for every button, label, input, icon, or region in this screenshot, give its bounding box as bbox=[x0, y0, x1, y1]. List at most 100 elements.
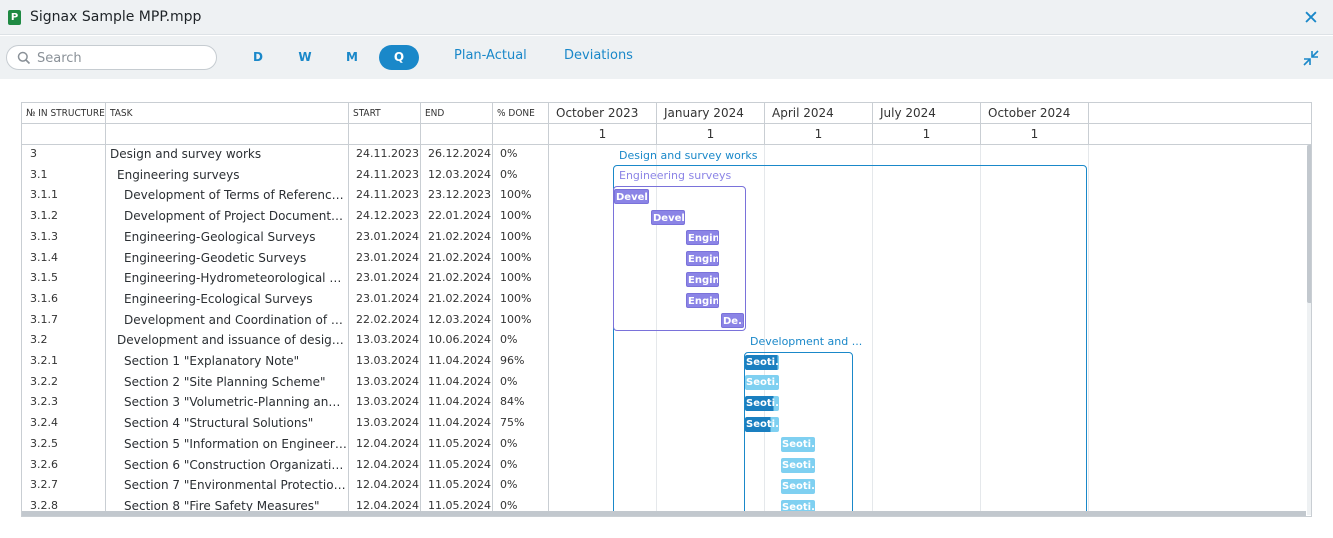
cell-structure-num: 3.2.4 bbox=[30, 416, 58, 429]
cell-percent-done: 100% bbox=[500, 188, 532, 201]
summary-box-design-survey[interactable] bbox=[613, 165, 1087, 516]
gantt-task-bar[interactable]: Seoti... bbox=[781, 458, 815, 473]
app-logo-icon: P bbox=[8, 10, 21, 25]
cell-percent-done: 0% bbox=[500, 478, 518, 491]
gantt-task-bar[interactable]: Seoti... bbox=[781, 437, 815, 452]
zoom-month-button[interactable]: M bbox=[346, 50, 358, 64]
cell-percent-done: 84% bbox=[500, 395, 525, 408]
cell-structure-num: 3.1.5 bbox=[30, 271, 58, 284]
cell-end-date: 11.04.2024 bbox=[428, 395, 491, 408]
header-spacer bbox=[493, 124, 549, 145]
cell-start-date: 22.02.2024 bbox=[356, 313, 419, 326]
cell-start-date: 13.03.2024 bbox=[356, 375, 419, 388]
header-spacer bbox=[22, 124, 106, 145]
gantt-task-bar[interactable]: Seoti... bbox=[745, 396, 779, 411]
cell-end-date: 11.05.2024 bbox=[428, 437, 491, 450]
cell-start-date: 13.03.2024 bbox=[356, 354, 419, 367]
search-box[interactable] bbox=[6, 45, 217, 70]
cell-structure-num: 3.2.5 bbox=[30, 437, 58, 450]
deviations-link[interactable]: Deviations bbox=[564, 48, 633, 63]
cell-structure-num: 3.2.7 bbox=[30, 478, 58, 491]
cell-end-date: 11.04.2024 bbox=[428, 416, 491, 429]
gantt-task-bar[interactable]: Devel... bbox=[651, 210, 685, 225]
gantt-task-bar[interactable]: Engin... bbox=[686, 230, 719, 245]
cell-start-date: 13.03.2024 bbox=[356, 333, 419, 346]
cell-start-date: 24.11.2023 bbox=[356, 168, 419, 181]
cell-percent-done: 0% bbox=[500, 333, 518, 346]
search-icon bbox=[17, 51, 31, 65]
summary-label-engineering-surveys: Engineering surveys bbox=[619, 169, 732, 182]
cell-percent-done: 0% bbox=[500, 458, 518, 471]
cell-task-name: Development of Terms of Reference fo... bbox=[124, 188, 347, 202]
cell-task-name: Section 1 "Explanatory Note" bbox=[124, 354, 300, 368]
cell-task-name: Engineering-Geological Surveys bbox=[124, 230, 316, 244]
cell-percent-done: 75% bbox=[500, 416, 525, 429]
gantt-task-bar[interactable]: Seoti... bbox=[781, 479, 815, 494]
search-input[interactable] bbox=[37, 49, 212, 67]
col-header-task[interactable]: TASK bbox=[106, 103, 349, 124]
gantt-task-bar[interactable]: Engin... bbox=[686, 293, 719, 308]
column-divider bbox=[420, 124, 421, 516]
cell-end-date: 21.02.2024 bbox=[428, 230, 491, 243]
zoom-day-button[interactable]: D bbox=[253, 50, 263, 64]
horizontal-scrollbar[interactable] bbox=[22, 511, 1306, 516]
cell-task-name: Section 4 "Structural Solutions" bbox=[124, 416, 314, 430]
cell-start-date: 24.11.2023 bbox=[356, 147, 419, 160]
gantt-task-bar[interactable]: Engin... bbox=[686, 251, 719, 266]
summary-box-engineering-surveys[interactable] bbox=[613, 186, 746, 331]
collapse-icon[interactable] bbox=[1302, 49, 1320, 67]
cell-task-name: Engineering-Geodetic Surveys bbox=[124, 251, 307, 265]
cell-percent-done: 100% bbox=[500, 251, 532, 264]
header-spacer bbox=[106, 124, 349, 145]
cell-percent-done: 96% bbox=[500, 354, 525, 367]
close-icon[interactable]: ✕ bbox=[1303, 7, 1319, 29]
zoom-quarter-button[interactable]: Q bbox=[379, 45, 419, 70]
gantt-task-bar[interactable]: Seoti... bbox=[745, 355, 779, 370]
summary-box-design-docs[interactable] bbox=[744, 352, 853, 516]
col-header-done[interactable]: % DONE bbox=[493, 103, 549, 124]
quarter-header: April 2024 bbox=[765, 103, 873, 124]
cell-percent-done: 100% bbox=[500, 209, 532, 222]
summary-label-design-docs: Development and ... bbox=[750, 335, 863, 348]
column-divider bbox=[548, 124, 549, 516]
cell-percent-done: 100% bbox=[500, 271, 532, 284]
gantt-gridline bbox=[764, 145, 765, 516]
vertical-scrollbar[interactable] bbox=[1307, 145, 1311, 515]
cell-task-name: Section 5 "Information on Engineering ..… bbox=[124, 437, 347, 451]
cell-percent-done: 100% bbox=[500, 292, 532, 305]
cell-start-date: 12.04.2024 bbox=[356, 458, 419, 471]
cell-structure-num: 3 bbox=[30, 147, 37, 160]
cell-start-date: 13.03.2024 bbox=[356, 416, 419, 429]
cell-start-date: 24.11.2023 bbox=[356, 188, 419, 201]
gantt-task-bar[interactable]: Engin... bbox=[686, 272, 719, 287]
quarter-header: January 2024 bbox=[657, 103, 765, 124]
header-spacer bbox=[421, 124, 493, 145]
cell-task-name: Development of Project Documentatio... bbox=[124, 209, 347, 223]
cell-start-date: 13.03.2024 bbox=[356, 395, 419, 408]
gantt-task-bar[interactable]: Seoti... bbox=[745, 375, 779, 390]
summary-label-design-survey: Design and survey works bbox=[619, 149, 758, 162]
plan-actual-link[interactable]: Plan-Actual bbox=[454, 48, 527, 63]
col-header-num[interactable]: № IN STRUCTURE bbox=[22, 103, 106, 124]
gantt-task-bar[interactable]: De... bbox=[721, 313, 744, 328]
cell-end-date: 12.03.2024 bbox=[428, 168, 491, 181]
cell-task-name: Development and issuance of design d... bbox=[117, 333, 347, 347]
header-spacer bbox=[1089, 103, 1311, 124]
cell-task-name: Section 2 "Site Planning Scheme" bbox=[124, 375, 326, 389]
zoom-week-button[interactable]: W bbox=[298, 50, 312, 64]
quarter-header: July 2024 bbox=[873, 103, 981, 124]
header-spacer bbox=[349, 124, 421, 145]
cell-structure-num: 3.2.6 bbox=[30, 458, 58, 471]
cell-task-name: Section 3 "Volumetric-Planning and Ar... bbox=[124, 395, 347, 409]
gantt-task-bar[interactable]: Seoti... bbox=[745, 417, 779, 432]
cell-start-date: 23.01.2024 bbox=[356, 251, 419, 264]
col-header-end[interactable]: END bbox=[421, 103, 493, 124]
gantt-chart-area: Design and survey works Engineering surv… bbox=[548, 145, 1286, 516]
cell-end-date: 12.03.2024 bbox=[428, 313, 491, 326]
scrollbar-thumb[interactable] bbox=[1307, 145, 1311, 303]
cell-percent-done: 100% bbox=[500, 313, 532, 326]
col-header-start[interactable]: START bbox=[349, 103, 421, 124]
gantt-task-bar[interactable]: Devel... bbox=[614, 189, 649, 204]
cell-percent-done: 0% bbox=[500, 168, 518, 181]
